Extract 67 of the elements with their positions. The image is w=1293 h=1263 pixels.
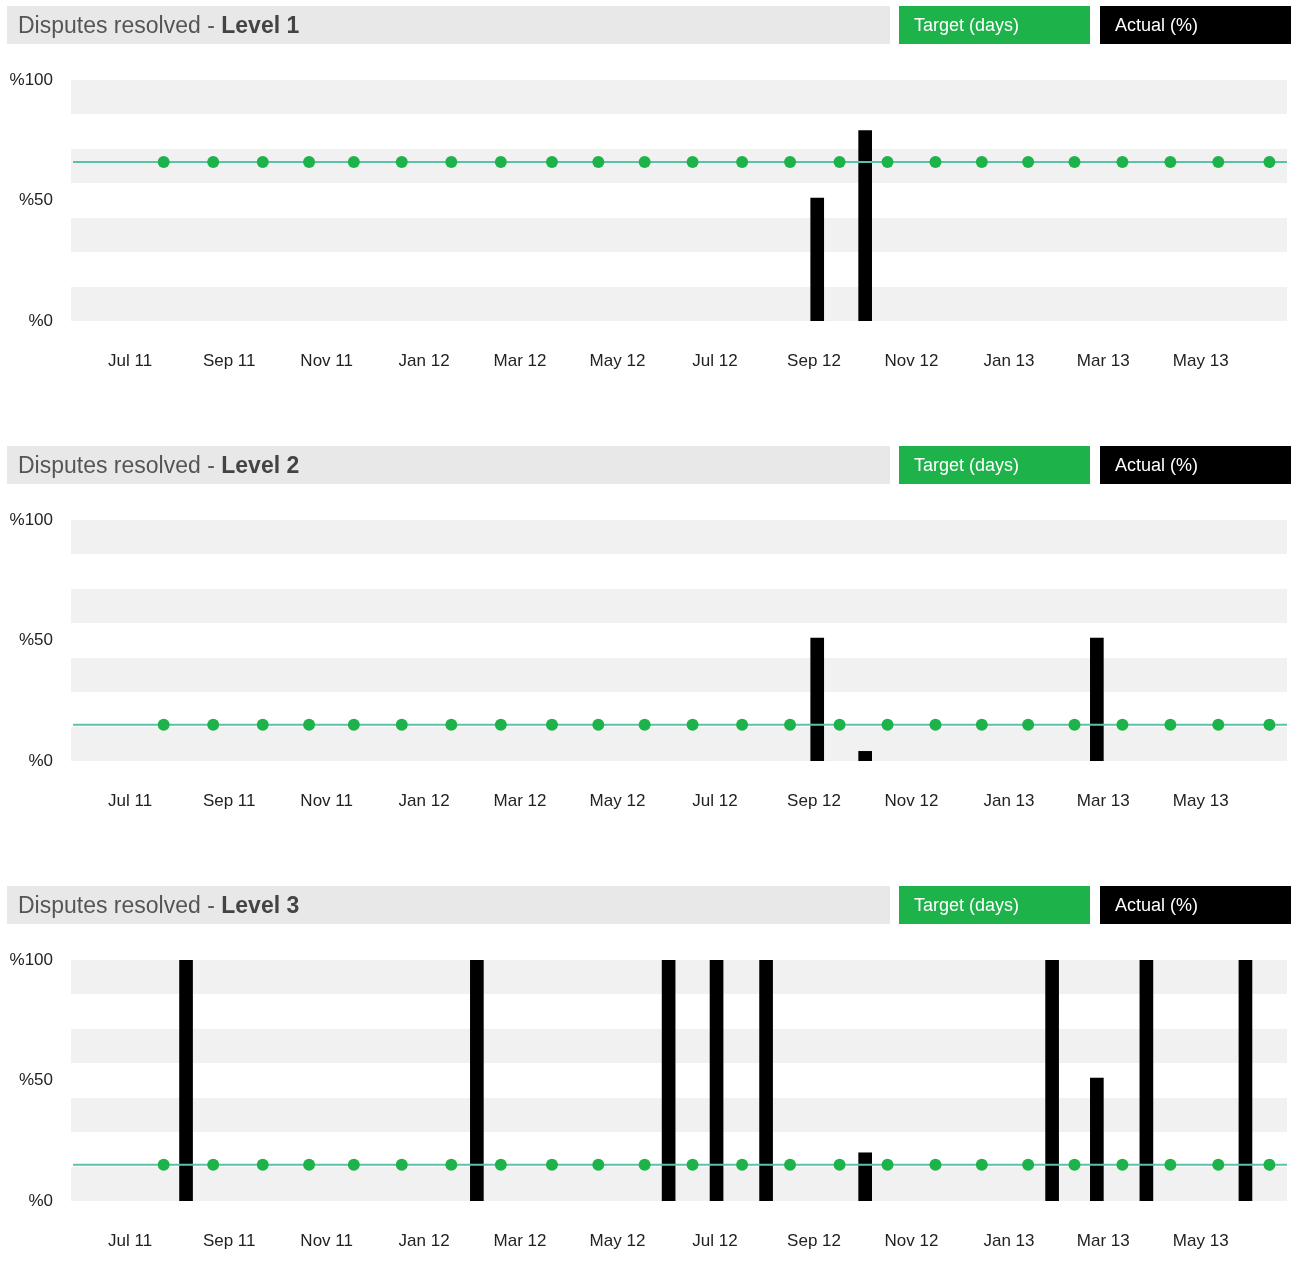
x-tick-label: Mar 13 [1076, 350, 1130, 370]
bar [470, 960, 484, 1201]
y-tick-label: %0 [28, 310, 53, 330]
y-tick-label: %100 [9, 69, 53, 89]
chart-subtitle: Level 3 [221, 892, 300, 918]
bar [1139, 960, 1154, 1201]
bar [1045, 960, 1059, 1201]
x-tick-label: Mar 13 [1076, 1230, 1130, 1250]
x-tick-label: May 12 [589, 1230, 646, 1250]
x-tick-label: Jan 12 [398, 790, 450, 810]
x-tick-label: Nov 12 [884, 350, 939, 370]
chart-subtitle: Level 1 [221, 12, 300, 38]
bar [1238, 960, 1253, 1201]
x-tick-label: Sep 12 [787, 1230, 841, 1250]
text: Target (days) [899, 6, 1090, 44]
y-tick-label: %0 [28, 1190, 53, 1210]
x-tick-label: Sep 11 [202, 350, 256, 370]
chart-title: Disputes resolved - [18, 12, 215, 38]
x-tick-label: Mar 12 [493, 350, 547, 370]
x-tick-label: May 13 [1172, 350, 1229, 370]
y-tick-label: %50 [18, 1070, 53, 1090]
y-tick-label: %50 [18, 630, 53, 650]
bar [661, 960, 676, 1201]
x-tick-label: Jan 13 [983, 790, 1035, 810]
text: Target (days) [899, 446, 1090, 484]
x-tick-label: Sep 12 [787, 350, 841, 370]
x-tick-label: Jan 13 [983, 1230, 1035, 1250]
x-tick-label: Jul 12 [692, 1230, 738, 1250]
y-tick-label: %50 [18, 190, 53, 210]
x-tick-label: Sep 12 [787, 790, 841, 810]
x-tick-label: Sep 11 [202, 1230, 256, 1250]
x-tick-label: May 12 [589, 790, 646, 810]
bar [1090, 1077, 1104, 1201]
text: Actual (%) [1100, 446, 1291, 484]
x-tick-label: Jul 12 [692, 350, 738, 370]
x-tick-label: May 13 [1172, 1230, 1229, 1250]
bar [858, 1152, 872, 1201]
chart-title: Disputes resolved - [18, 892, 215, 918]
y-tick-label: %100 [9, 949, 53, 969]
y-tick-label: %0 [28, 750, 53, 770]
bar [179, 960, 193, 1201]
x-tick-label: Jul 11 [108, 350, 153, 370]
x-tick-label: Mar 12 [493, 790, 547, 810]
x-tick-label: Jan 13 [983, 350, 1035, 370]
bar [709, 960, 724, 1201]
x-tick-label: Mar 13 [1076, 790, 1130, 810]
chart-subtitle: Level 2 [221, 452, 300, 478]
text: Actual (%) [1100, 6, 1291, 44]
x-tick-label: Mar 12 [493, 1230, 547, 1250]
x-tick-label: Nov 11 [300, 1230, 353, 1250]
chart-title: Disputes resolved - [18, 452, 215, 478]
y-tick-label: %100 [9, 509, 53, 529]
x-tick-label: Jul 11 [108, 1230, 153, 1250]
x-tick-label: Jan 12 [398, 350, 450, 370]
x-tick-label: Nov 12 [884, 790, 939, 810]
x-tick-label: Jul 12 [692, 790, 738, 810]
x-tick-label: May 12 [589, 350, 646, 370]
text: Target (days) [899, 886, 1090, 924]
x-tick-label: Sep 11 [202, 790, 256, 810]
text: Actual (%) [1100, 886, 1291, 924]
x-tick-label: Jan 12 [398, 1230, 450, 1250]
x-tick-label: Nov 12 [884, 1230, 939, 1250]
x-tick-label: Nov 11 [300, 790, 353, 810]
x-tick-label: Nov 11 [300, 350, 353, 370]
bar [759, 960, 773, 1201]
x-tick-label: Jul 11 [108, 790, 153, 810]
x-tick-label: May 13 [1172, 790, 1229, 810]
